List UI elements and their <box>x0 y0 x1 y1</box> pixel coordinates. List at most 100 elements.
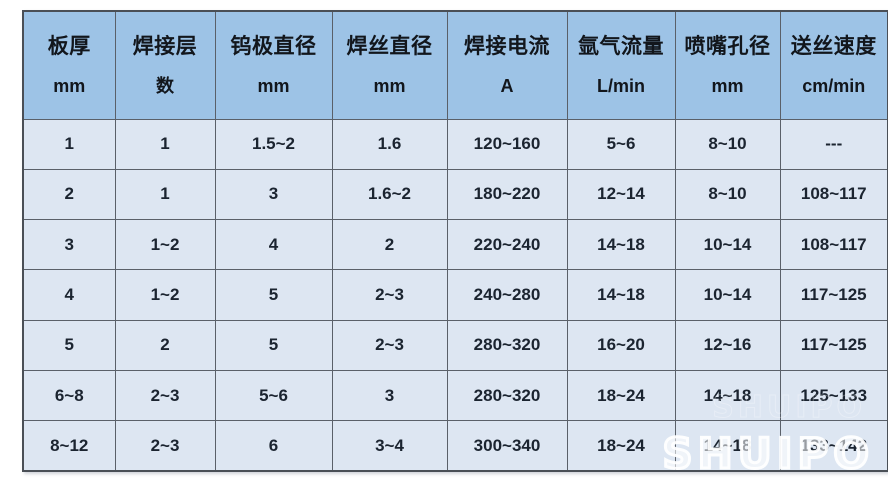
column-header-0: 板厚 mm <box>22 10 116 120</box>
table-cell: --- <box>779 118 888 170</box>
column-header-6: 喷嘴孔径 mm <box>674 10 781 120</box>
table-header: 板厚 mm 焊接层数钨极直径 mm 焊丝直径 mm 焊接电流 A 氩气流量 L/min 喷嘴孔径 mm… <box>22 10 888 120</box>
table-cell: 117~125 <box>779 319 888 371</box>
column-header-stack: 板厚 mm <box>24 12 115 119</box>
table-cell: 1.6~2 <box>331 168 448 221</box>
column-header-unit: 数 <box>156 75 174 96</box>
column-header-name: 板厚 <box>47 34 91 58</box>
column-header-name: 焊接电流 <box>464 34 550 58</box>
table-cell: 10~14 <box>674 269 781 321</box>
table-cell: 8~12 <box>22 420 116 472</box>
column-header-4: 焊接电流 A <box>446 10 568 120</box>
column-header-stack: 氩气流量 L/min <box>568 12 675 119</box>
column-header-2: 钨极直径 mm <box>214 10 333 120</box>
table-cell: 8~10 <box>674 168 781 221</box>
table-cell: 4 <box>214 219 333 271</box>
table-cell: 1 <box>22 118 116 170</box>
table-cell: 1.6 <box>331 118 448 170</box>
column-header-unit: mm <box>373 75 406 96</box>
column-header-stack: 喷嘴孔径 mm <box>676 12 780 119</box>
table-row: 1 1 1.5~2 1.6 120~160 5~6 8~10 --- <box>22 118 888 170</box>
column-header-stack: 焊丝直径 mm <box>333 12 447 119</box>
column-header-name: 焊丝直径 <box>346 34 433 58</box>
table-cell: 240~280 <box>446 269 568 321</box>
table-cell: 14~18 <box>674 420 781 472</box>
table-cell: 16~20 <box>566 319 676 371</box>
table-cell: 12~16 <box>674 319 781 371</box>
table-cell: 12~14 <box>566 168 676 221</box>
table-row: 8~12 2~3 6 3~4 300~340 18~24 14~18 133~142 <box>22 420 888 472</box>
table-cell: 120~160 <box>446 118 568 170</box>
column-header-stack: 焊接层数 <box>116 12 215 119</box>
table-cell: 2~3 <box>114 369 216 422</box>
table-cell: 300~340 <box>446 420 568 472</box>
column-header-unit: mm <box>257 75 290 96</box>
welding-parameters-table: 板厚 mm 焊接层数钨极直径 mm 焊丝直径 mm 焊接电流 A 氩气流量 L/min 喷嘴孔径 mm… <box>22 10 888 472</box>
table-cell: 3~4 <box>331 420 448 472</box>
column-header-name: 喷嘴孔径 <box>684 34 771 58</box>
table-cell: 5~6 <box>214 369 333 422</box>
table-cell: 18~24 <box>566 420 676 472</box>
table-cell: 108~117 <box>779 219 888 271</box>
table-cell: 6~8 <box>22 369 116 422</box>
table-cell: 2~3 <box>331 319 448 371</box>
table-cell: 6 <box>214 420 333 472</box>
column-header-name: 钨极直径 <box>230 34 317 58</box>
table-cell: 180~220 <box>446 168 568 221</box>
table-cell: 2~3 <box>114 420 216 472</box>
table-header-row: 板厚 mm 焊接层数钨极直径 mm 焊丝直径 mm 焊接电流 A 氩气流量 L/min 喷嘴孔径 mm… <box>22 10 888 120</box>
table-cell: 1.5~2 <box>214 118 333 170</box>
column-header-name: 焊接层 <box>132 34 198 58</box>
column-header-7: 送丝速度 cm/min <box>779 10 888 120</box>
column-header-1: 焊接层数 <box>114 10 216 120</box>
table-cell: 280~320 <box>446 319 568 371</box>
welding-parameters-table-container: 板厚 mm 焊接层数钨极直径 mm 焊丝直径 mm 焊接电流 A 氩气流量 L/min 喷嘴孔径 mm… <box>22 10 888 472</box>
table-body: 1 1 1.5~2 1.6 120~160 5~6 8~10 --- 2 1 3 1.6~2 180~2… <box>22 118 888 472</box>
table-cell: 108~117 <box>779 168 888 221</box>
table-row: 5 2 5 2~3 280~320 16~20 12~16 117~125 <box>22 319 888 371</box>
table-row: 4 1~2 5 2~3 240~280 14~18 10~14 117~125 <box>22 269 888 321</box>
column-header-stack: 送丝速度 cm/min <box>781 12 888 119</box>
table-cell: 1~2 <box>114 219 216 271</box>
column-header-unit: L/min <box>597 75 645 96</box>
table-cell: 2 <box>114 319 216 371</box>
table-cell: 18~24 <box>566 369 676 422</box>
table-cell: 220~240 <box>446 219 568 271</box>
table-cell: 10~14 <box>674 219 781 271</box>
table-cell: 280~320 <box>446 369 568 422</box>
table-cell: 8~10 <box>674 118 781 170</box>
table-row: 6~8 2~3 5~6 3 280~320 18~24 14~18 125~133 <box>22 369 888 422</box>
table-cell: 5 <box>22 319 116 371</box>
table-cell: 4 <box>22 269 116 321</box>
column-header-stack: 钨极直径 mm <box>216 12 332 119</box>
column-header-name: 氩气流量 <box>578 34 664 58</box>
table-cell: 14~18 <box>674 369 781 422</box>
table-cell: 133~142 <box>779 420 888 472</box>
column-header-name: 送丝速度 <box>790 34 877 58</box>
column-header-stack: 焊接电流 A <box>448 12 567 119</box>
table-cell: 3 <box>214 168 333 221</box>
table-row: 3 1~2 4 2 220~240 14~18 10~14 108~117 <box>22 219 888 271</box>
table-cell: 1~2 <box>114 269 216 321</box>
table-cell: 125~133 <box>779 369 888 422</box>
table-cell: 2 <box>331 219 448 271</box>
table-cell: 1 <box>114 118 216 170</box>
table-cell: 1 <box>114 168 216 221</box>
table-cell: 117~125 <box>779 269 888 321</box>
column-header-3: 焊丝直径 mm <box>331 10 448 120</box>
table-cell: 2 <box>22 168 116 221</box>
table-cell: 2~3 <box>331 269 448 321</box>
table-cell: 3 <box>22 219 116 271</box>
column-header-unit: cm/min <box>802 75 866 96</box>
table-cell: 5 <box>214 319 333 371</box>
table-row: 2 1 3 1.6~2 180~220 12~14 8~10 108~117 <box>22 168 888 221</box>
table-cell: 5~6 <box>566 118 676 170</box>
table-cell: 14~18 <box>566 219 676 271</box>
column-header-unit: A <box>500 75 514 96</box>
table-cell: 14~18 <box>566 269 676 321</box>
column-header-unit: mm <box>711 75 744 96</box>
column-header-5: 氩气流量 L/min <box>566 10 676 120</box>
column-header-unit: mm <box>53 75 86 96</box>
table-cell: 5 <box>214 269 333 321</box>
table-cell: 3 <box>331 369 448 422</box>
